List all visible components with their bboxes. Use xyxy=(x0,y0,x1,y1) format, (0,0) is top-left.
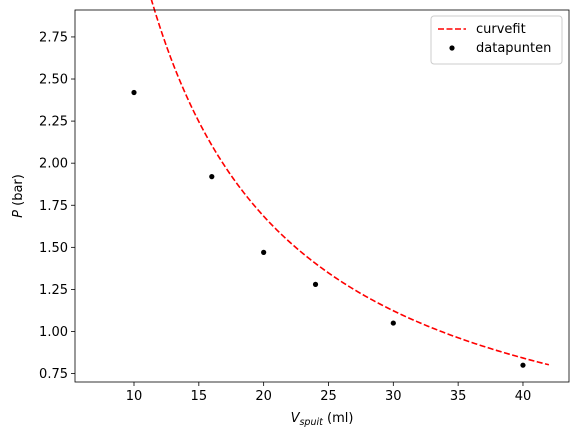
plot-background xyxy=(75,10,569,382)
y-tick-label: 1.75 xyxy=(39,199,68,214)
x-tick-label: 40 xyxy=(515,389,532,404)
x-tick-label: 30 xyxy=(385,389,402,404)
y-tick-label: 1.00 xyxy=(39,325,68,340)
y-tick-label: 0.75 xyxy=(39,367,68,382)
datapunt-point xyxy=(390,320,396,326)
x-tick-label: 35 xyxy=(450,389,467,404)
legend-datapunten-label: datapunten xyxy=(476,41,551,56)
y-tick-label: 2.75 xyxy=(39,30,68,45)
x-tick-label: 15 xyxy=(191,389,208,404)
y-tick-label: 2.50 xyxy=(39,73,68,88)
y-tick-label: 2.00 xyxy=(39,157,68,172)
legend-box xyxy=(430,15,563,65)
x-tick-label: 20 xyxy=(255,389,272,404)
y-tick-label: 2.25 xyxy=(39,115,68,130)
legend: curvefit datapunten xyxy=(430,15,563,65)
plot-frame xyxy=(74,9,570,383)
y-axis-label: P (bar) xyxy=(11,174,26,218)
datapunt-point xyxy=(520,362,526,368)
datapunt-point xyxy=(312,281,319,287)
y-tick-label: 1.25 xyxy=(39,283,68,298)
x-axis-label: Vspuit (ml) xyxy=(291,411,354,428)
legend-datapunten-swatch xyxy=(449,45,455,51)
legend-curvefit-label: curvefit xyxy=(476,22,526,37)
datapunt-point xyxy=(209,174,215,180)
y-tick-label: 1.50 xyxy=(39,241,68,256)
datapunt-point xyxy=(131,89,137,96)
y-axis-ticks: 0.75 1.00 1.25 1.50 1.75 2.00 2.25 2.50 2.75 xyxy=(39,30,75,382)
x-tick-label: 25 xyxy=(320,389,337,404)
datapunt-point xyxy=(261,249,267,255)
chart-marks xyxy=(131,0,550,368)
x-tick-label: 10 xyxy=(126,389,143,404)
x-axis-ticks: 10 15 20 25 30 35 40 xyxy=(126,382,532,404)
curvefit-line xyxy=(150,0,550,366)
